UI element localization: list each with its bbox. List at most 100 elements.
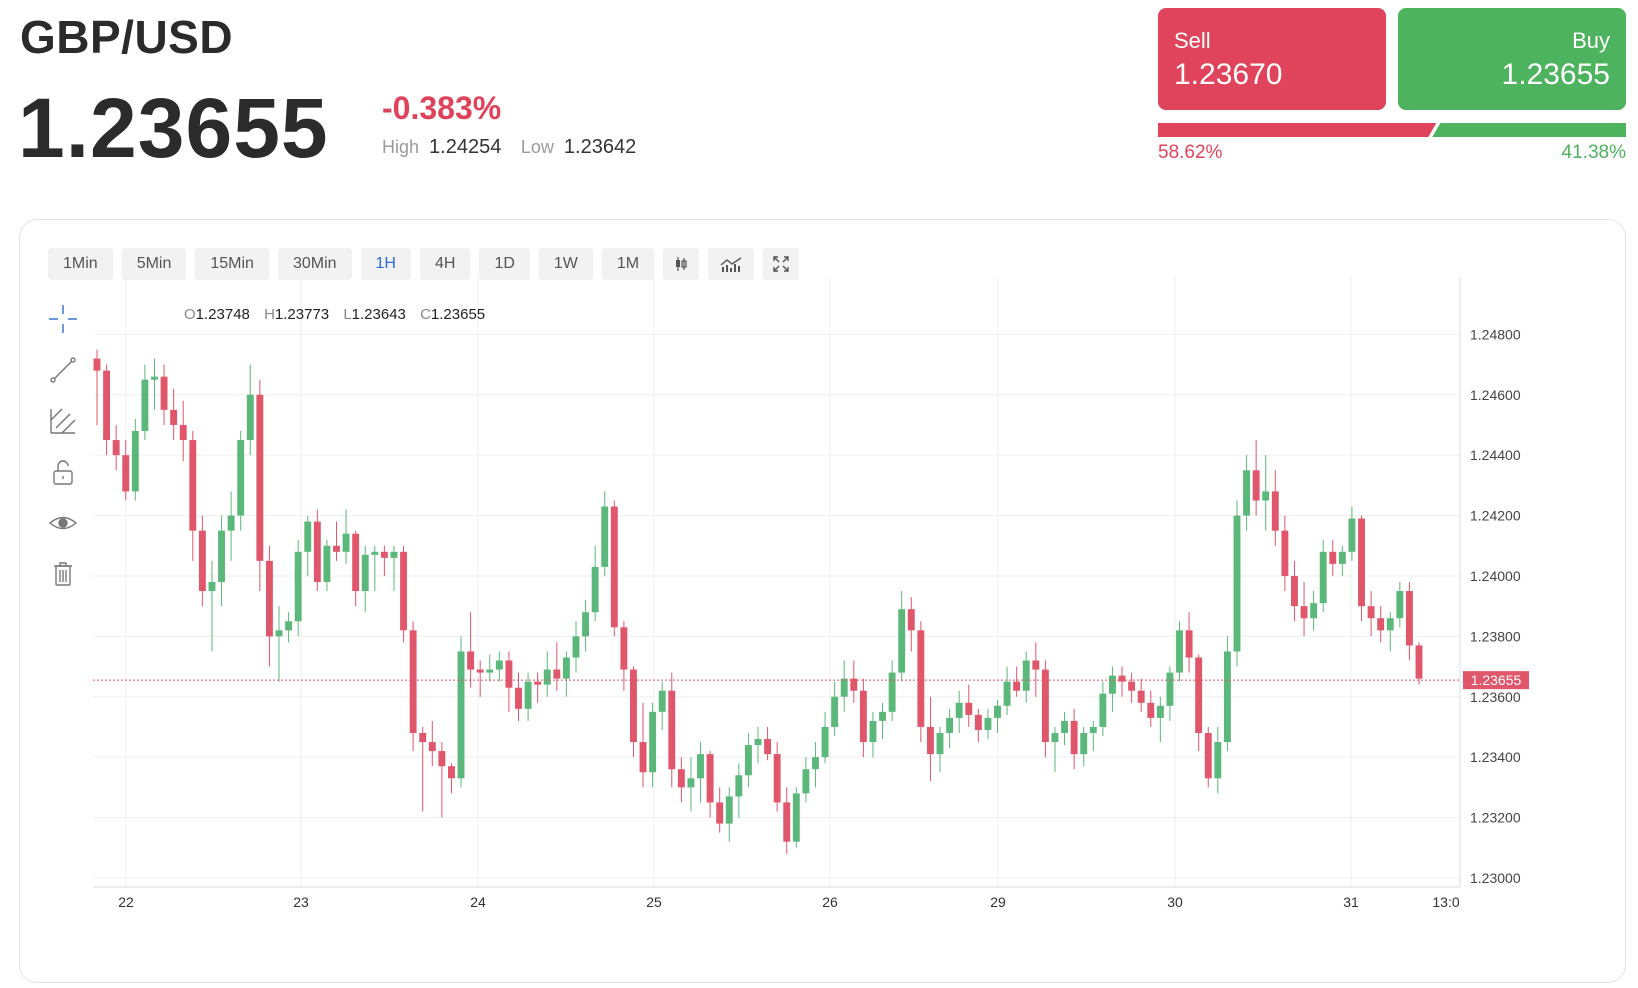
candle-body [246,394,254,441]
ohlc-open-label: O [184,306,196,323]
candle-body [917,630,925,727]
candle-body [1041,669,1049,743]
trash-icon[interactable] [46,557,80,591]
price-change: -0.383% [382,90,502,126]
fib-tool-icon[interactable] [46,404,80,438]
tf-15min[interactable]: 15Min [195,248,269,280]
lock-icon[interactable] [46,455,80,489]
candle-body [160,376,168,410]
candle-body [323,545,331,582]
buy-button[interactable]: Buy 1.23655 [1398,8,1626,110]
candle-body [1396,591,1404,619]
sell-price: 1.23670 [1174,58,1283,91]
candle [1099,681,1107,737]
candle [1003,666,1011,715]
candle-body [812,757,819,770]
candle [706,751,714,818]
candle-body [1013,681,1021,691]
candle [218,515,225,607]
candle-body [572,636,580,658]
buy-label: Buy [1572,28,1610,53]
candle [907,597,915,652]
candle-body [1386,618,1394,631]
tf-1m[interactable]: 1M [601,248,655,280]
eye-icon[interactable] [46,506,80,540]
tf-1d[interactable]: 1D [479,248,530,280]
candle [390,545,398,592]
candle-body [265,560,273,637]
candle [1386,612,1394,652]
tf-1min[interactable]: 1Min [48,248,113,280]
candle-body [1089,726,1097,733]
candle-body [457,651,465,779]
candle-body [534,681,542,685]
candle-body [668,690,676,770]
candle [639,702,647,788]
candle [562,651,570,697]
candle [677,757,685,803]
candle-body [677,769,685,788]
candle-body [486,669,494,673]
candle-body [955,702,963,718]
ohlc-low: 1.23643 [352,306,406,323]
candle [122,440,130,501]
candle [850,660,858,703]
candle-body [419,732,427,743]
trend-line-icon[interactable] [46,353,80,387]
tf-4h[interactable]: 4H [419,248,471,280]
candle [103,364,111,456]
candle-body [361,554,369,592]
candle-body [218,530,225,582]
candle [486,654,494,682]
candle-body [649,711,657,773]
candle-body [352,533,360,592]
candle [304,515,312,576]
candle [495,651,503,682]
candle [1310,591,1318,631]
candle-body [1185,630,1193,658]
candle [400,545,407,643]
candle-body [591,566,599,613]
candle-body [773,754,781,803]
candle-body [601,506,609,567]
candle [926,696,934,782]
candle-body [1338,551,1346,564]
candle-body [1214,742,1222,779]
candlestick-icon[interactable] [663,248,700,280]
candle [802,757,810,803]
candle-body [1137,690,1145,703]
candle-body [227,515,235,531]
candle-body [831,696,839,727]
y-tick-label: 1.23000 [1470,870,1521,886]
sell-button[interactable]: Sell 1.23670 [1158,8,1386,110]
candle-body [869,720,877,743]
candle [725,787,733,842]
candle-body [687,778,695,788]
tf-5min[interactable]: 5Min [121,248,187,280]
candle-body [994,705,1001,718]
candle-body [342,533,350,552]
candle [601,491,609,576]
candle [620,621,628,691]
candle [1291,560,1298,622]
candle [131,418,139,501]
candle [352,530,360,607]
sentiment-bar [1158,123,1626,137]
candle-body [543,669,551,685]
tf-1h[interactable]: 1H [360,248,411,280]
candle-body [1156,705,1164,718]
crosshair-icon[interactable] [46,302,80,336]
candle [1089,720,1097,752]
candle [1185,612,1193,673]
fullscreen-icon[interactable] [763,248,800,280]
tf-1w[interactable]: 1W [538,248,593,280]
ohlc-legend: O1.23748 H1.23773 L1.23643 C1.23655 [184,306,485,323]
indicators-icon[interactable] [708,248,755,280]
tf-30min[interactable]: 30Min [277,248,352,280]
candle [1377,606,1385,643]
y-tick-label: 1.23200 [1470,810,1521,826]
candle-body [1310,603,1318,619]
candle-body [1291,575,1298,607]
candle [1013,666,1021,697]
